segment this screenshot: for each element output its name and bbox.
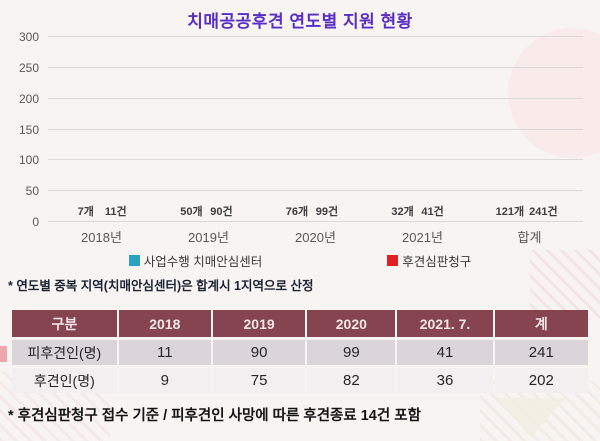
cell: 11 xyxy=(118,340,211,365)
bar-value-label: 32개 xyxy=(391,206,414,218)
chart-footnote: * 연도별 중복 지역(치매안심센터)은 합계시 1지역으로 산정 xyxy=(8,279,314,293)
cell: 99 xyxy=(307,340,396,365)
bar-column: 76개 xyxy=(284,203,309,222)
gridline xyxy=(48,190,583,192)
cell: 9 xyxy=(118,368,211,393)
table-footnote: * 후견심판청구 접수 기준 / 피후견인 사망에 따른 후견종료 14건 포함 xyxy=(8,408,421,424)
header-2019: 2019 xyxy=(212,310,306,337)
x-axis-labels: 2018년 2019년 2020년 2021년 합계 xyxy=(48,227,583,246)
bar-value-label: 99건 xyxy=(315,206,339,218)
x-axis-label: 2018년 xyxy=(81,230,122,245)
bar-column: 50개 xyxy=(179,203,204,222)
red-swatch-icon xyxy=(387,255,399,266)
gridline xyxy=(48,159,583,161)
bar-column: 41건 xyxy=(420,203,445,222)
header-2020: 2020 xyxy=(307,310,396,337)
header-total: 계 xyxy=(494,310,588,337)
teal-swatch-icon xyxy=(128,255,140,266)
header-2018: 2018 xyxy=(118,310,211,337)
table-row-guardians: 후견인(명) 9 75 82 36 202 xyxy=(12,368,588,393)
bar-column: 241건 xyxy=(529,203,557,222)
x-axis-label: 2021년 xyxy=(402,230,443,245)
cell: 41 xyxy=(397,340,493,365)
bar-group: 76개 99건 xyxy=(284,37,339,222)
y-axis-tick: 50 xyxy=(25,184,39,199)
bar-value-label: 11건 xyxy=(104,206,127,218)
bar-column: 11건 xyxy=(103,203,128,222)
cell: 75 xyxy=(212,368,306,393)
bar-column: 7개 xyxy=(73,203,98,222)
gridline xyxy=(48,36,583,37)
legend-item-claims: 후견심판청구 xyxy=(387,251,471,270)
legend-label-centers: 사업수행 치매안심센터 xyxy=(143,255,263,269)
header-2021-7: 2021. 7. xyxy=(397,310,493,337)
decorative-triangle xyxy=(497,398,565,438)
gridline xyxy=(48,128,583,130)
bar-value-label: 241건 xyxy=(529,206,558,218)
bar-value-label: 90건 xyxy=(210,206,233,218)
bar-value-label: 50개 xyxy=(180,206,203,218)
bars-row: 7개 11건 50개 90건 76개 99건 32개 41건 121개 241건 xyxy=(48,37,583,222)
y-axis-tick: 250 xyxy=(18,60,39,75)
bar-value-label: 7개 xyxy=(77,206,94,218)
bar-column: 90건 xyxy=(209,203,234,222)
data-table: 구분 2018 2019 2020 2021. 7. 계 피후견인(명) 11 … xyxy=(10,307,590,396)
table-row-wards: 피후견인(명) 11 90 99 41 241 xyxy=(12,340,588,365)
bar-value-label: 76개 xyxy=(285,206,309,218)
cell: 90 xyxy=(212,340,306,365)
y-axis-tick: 0 xyxy=(32,215,39,229)
bar-value-label: 41건 xyxy=(421,206,444,218)
bar-chart: 0 50 100 150 200 250 300 7개 11건 50개 90건 76개 99건 32개 41… xyxy=(19,30,583,229)
cell: 202 xyxy=(494,368,588,393)
bar-column: 99건 xyxy=(314,203,339,222)
decorative-stripes-right xyxy=(530,250,600,320)
cell: 241 xyxy=(494,340,588,365)
bar-group: 32개 41건 xyxy=(390,37,445,222)
row-label: 피후견인(명) xyxy=(12,340,117,365)
cell: 36 xyxy=(397,368,493,393)
gridline xyxy=(48,66,583,68)
bar-value-label: 121개 xyxy=(495,206,525,218)
row-label: 후견인(명) xyxy=(12,368,117,393)
legend-item-centers: 사업수행 치매안심센터 xyxy=(128,251,263,270)
bar-column: 121개 xyxy=(496,203,524,222)
x-axis-label: 2020년 xyxy=(295,230,336,245)
bar-group: 50개 90건 xyxy=(179,37,234,222)
header-category: 구분 xyxy=(12,310,117,337)
table-header-row: 구분 2018 2019 2020 2021. 7. 계 xyxy=(12,310,588,337)
y-axis-tick: 200 xyxy=(18,91,39,106)
y-axis-tick: 100 xyxy=(18,153,39,168)
legend-label-claims: 후견심판청구 xyxy=(402,255,472,269)
chart-legend: 사업수행 치매안심센터 후견심판청구 xyxy=(0,251,600,270)
bar-group: 7개 11건 xyxy=(73,37,128,222)
cell: 82 xyxy=(307,368,396,393)
page-title: 치매공공후견 연도별 지원 현황 xyxy=(187,12,413,31)
gridline xyxy=(48,97,583,99)
decorative-left-mark xyxy=(0,346,7,362)
y-axis-tick: 300 xyxy=(18,30,39,44)
gridline xyxy=(48,221,583,222)
y-axis-tick: 150 xyxy=(18,122,39,137)
x-axis-label: 2019년 xyxy=(188,230,229,245)
bar-column: 32개 xyxy=(390,203,415,222)
bar-group: 121개 241건 xyxy=(496,37,558,222)
x-axis-label: 합계 xyxy=(517,230,542,245)
